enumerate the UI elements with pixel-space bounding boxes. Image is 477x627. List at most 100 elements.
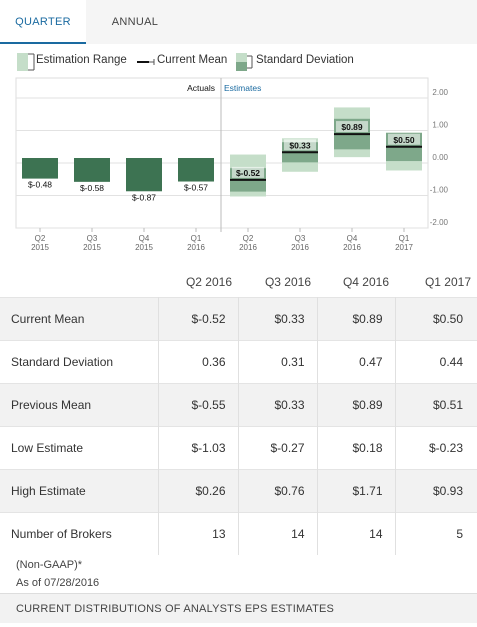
x-tick-quarter: Q2	[243, 234, 254, 243]
legend-sd-label: Standard Deviation	[256, 54, 354, 66]
mean-estimate-label: $-0.52	[236, 168, 260, 178]
table-row: Current Mean $-0.52 $0.33 $0.89 $0.50	[0, 297, 477, 340]
column-header: Q1 2017	[424, 275, 471, 290]
legend-range-label: Estimation Range	[36, 54, 127, 66]
x-tick-year: 2016	[239, 243, 257, 252]
actual-eps-label: $-0.48	[28, 180, 52, 190]
column-header: Q3 2016	[264, 275, 311, 290]
mean-label-background	[336, 121, 368, 133]
x-tick-year: 2016	[343, 243, 361, 252]
actual-eps-label: $-0.58	[80, 183, 104, 193]
chart-marks: $-0.48 $-0.58 $-0.87 $-0.57 $-0.52 $0.33 $0.89…	[22, 107, 422, 202]
table-row: Low Estimate $-1.03 $-0.27 $0.18 $-0.23	[0, 426, 477, 469]
table-header-row: Q2 2016 Q3 2016 Q4 2016 Q1 2017	[0, 268, 477, 297]
x-tick-quarter: Q1	[399, 234, 410, 243]
table-cell: $-1.03	[158, 426, 239, 469]
legend-mean-label: Current Mean	[157, 54, 228, 66]
x-tick-year: 2016	[187, 243, 205, 252]
period-tabs: QUARTER ANNUAL	[0, 0, 477, 44]
mean-label-background	[388, 133, 420, 145]
row-label: Low Estimate	[0, 426, 159, 469]
table-cell: $-0.27	[238, 426, 318, 469]
row-label: Previous Mean	[0, 383, 159, 426]
x-tick-quarter: Q4	[139, 234, 150, 243]
x-tick-year: 2016	[291, 243, 309, 252]
current-mean-swatch-icon	[137, 59, 155, 65]
table-cell: 0.31	[238, 340, 318, 383]
non-gaap-note: (Non-GAAP)*	[16, 559, 83, 571]
actuals-section-label: Actuals	[187, 83, 215, 93]
tab-annual[interactable]: ANNUAL	[111, 16, 159, 28]
table-cell: 14	[238, 512, 318, 555]
y-tick-label: 1.00	[432, 121, 448, 130]
actual-eps-bar	[126, 158, 162, 192]
x-tick-quarter: Q3	[87, 234, 98, 243]
x-tick-year: 2015	[31, 243, 49, 252]
mean-label-background	[232, 166, 264, 178]
table-cell: $0.89	[317, 383, 396, 426]
chart-sections: Actuals Estimates	[187, 83, 261, 93]
row-label: Number of Brokers	[0, 512, 159, 555]
legend-estimation-range: Estimation Range	[16, 52, 127, 72]
y-tick-label: 0.00	[432, 153, 448, 162]
actual-eps-label: $-0.57	[184, 183, 208, 193]
estimation-range-swatch-icon	[17, 53, 35, 71]
mean-label-background	[284, 139, 316, 151]
legend-current-mean: Current Mean	[136, 52, 231, 72]
actual-eps-bar	[22, 158, 58, 179]
table-cell: $1.71	[317, 469, 396, 512]
tab-quarter[interactable]: QUARTER	[0, 0, 86, 44]
table-row: Standard Deviation 0.36 0.31 0.47 0.44	[0, 340, 477, 383]
table-cell: 14	[317, 512, 396, 555]
y-tick-label: -1.00	[430, 186, 449, 195]
table-cell: $0.51	[395, 383, 477, 426]
table-cell: $-0.52	[158, 297, 239, 340]
x-axis: Q22015Q32015Q42015Q12016Q22016Q32016Q420…	[31, 228, 413, 252]
estimates-section-label: Estimates	[224, 83, 261, 93]
table-cell: $0.89	[317, 297, 396, 340]
estimates-table: Q2 2016 Q3 2016 Q4 2016 Q1 2017 Current …	[0, 268, 477, 555]
table-cell: $0.50	[395, 297, 477, 340]
table-cell: $-0.23	[428, 440, 463, 455]
x-tick-year: 2015	[83, 243, 101, 252]
actual-eps-bar	[74, 158, 110, 182]
x-tick-quarter: Q4	[347, 234, 358, 243]
distribution-section-header[interactable]: CURRENT DISTRIBUTIONS OF ANALYSTS EPS ES…	[0, 593, 477, 623]
x-tick-quarter: Q1	[191, 234, 202, 243]
column-header: Q4 2016	[342, 275, 389, 290]
table-cell: $0.26	[158, 469, 239, 512]
table-cell: 0.47	[317, 340, 396, 383]
x-tick-year: 2017	[395, 243, 413, 252]
y-axis: 2.00 1.00 0.00 -1.00 -2.00	[430, 88, 449, 227]
column-header: Q2 2016	[185, 275, 232, 290]
x-tick-quarter: Q3	[295, 234, 306, 243]
y-tick-label: -2.00	[430, 218, 449, 227]
legend-standard-deviation: Standard Deviation	[235, 52, 360, 72]
table-cell: 5	[456, 526, 463, 541]
table-cell: $0.76	[238, 469, 318, 512]
mean-estimate-label: $0.33	[289, 140, 311, 150]
standard-deviation-swatch-icon	[236, 53, 253, 71]
table-row: High Estimate $0.26 $0.76 $1.71 $0.93	[0, 469, 477, 512]
table-cell: 0.36	[158, 340, 239, 383]
table-cell: $-0.55	[158, 383, 239, 426]
mean-estimate-label: $0.50	[393, 135, 415, 145]
table-cell: $0.33	[238, 383, 318, 426]
mean-estimate-label: $0.89	[341, 122, 363, 132]
as-of-date: As of 07/28/2016	[16, 577, 100, 589]
eps-chart: 2.00 1.00 0.00 -1.00 -2.00 Actuals Estimates…	[15, 77, 449, 252]
x-tick-quarter: Q2	[35, 234, 46, 243]
row-label: Current Mean	[0, 297, 159, 340]
table-cell: 0.44	[439, 354, 463, 369]
y-tick-label: 2.00	[432, 88, 448, 97]
table-corner	[0, 268, 158, 297]
row-label: High Estimate	[0, 469, 159, 512]
table-cell: $0.18	[317, 426, 396, 469]
row-label: Standard Deviation	[0, 340, 159, 383]
table-cell: 13	[158, 512, 239, 555]
table-row: Number of Brokers 13 14 14 5	[0, 512, 477, 555]
table-cell: $0.33	[238, 297, 318, 340]
x-tick-year: 2015	[135, 243, 153, 252]
actual-eps-bar	[178, 158, 214, 182]
table-row: Previous Mean $-0.55 $0.33 $0.89 $0.51	[0, 383, 477, 426]
